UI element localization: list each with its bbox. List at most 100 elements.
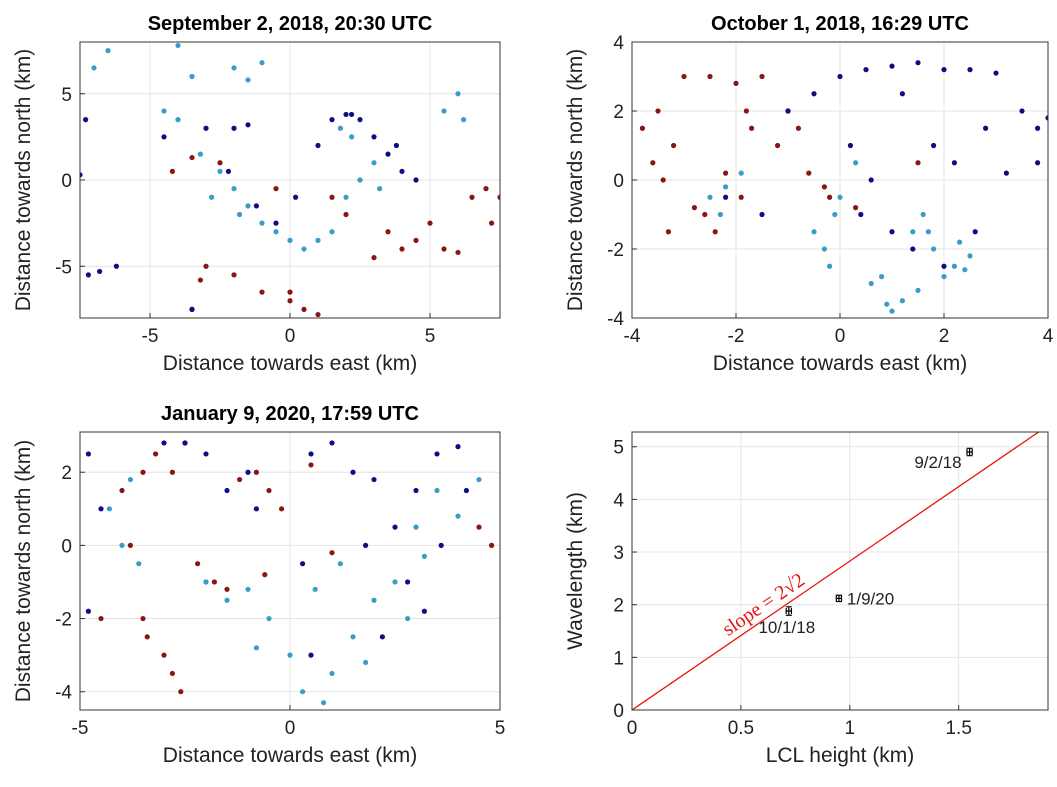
- point: [723, 170, 729, 176]
- point: [853, 160, 859, 166]
- point: [497, 194, 500, 200]
- point: [343, 111, 349, 118]
- point: [315, 311, 321, 318]
- point: [421, 608, 427, 614]
- point: [119, 542, 125, 548]
- point: [189, 154, 195, 161]
- x-tick-label: 1: [845, 718, 856, 739]
- y-tick-label: -2: [55, 610, 72, 631]
- panel: -5 0 5 -4 -2 0 2 January 9, 2020, 17:59 UTC Dist…: [12, 403, 505, 767]
- point: [245, 122, 251, 128]
- point: [343, 194, 349, 200]
- point: [925, 229, 932, 235]
- point: [759, 211, 765, 218]
- point: [650, 160, 656, 166]
- point: [195, 561, 201, 567]
- point: [259, 220, 265, 226]
- point: [837, 194, 843, 200]
- point: [371, 597, 377, 603]
- point: [795, 125, 802, 131]
- y-tick-label: 4: [613, 490, 624, 511]
- point: [371, 160, 377, 166]
- point: [343, 211, 349, 218]
- point: [399, 168, 405, 174]
- point: [300, 561, 306, 567]
- x-error-bar: [785, 608, 793, 615]
- point: [738, 194, 744, 200]
- point: [136, 561, 142, 567]
- point: [169, 670, 175, 677]
- point: [209, 194, 215, 200]
- reference-line: [632, 432, 1040, 710]
- point: [321, 700, 327, 706]
- point: [821, 184, 828, 190]
- y-tick-label: 3: [613, 543, 624, 564]
- point: [681, 73, 687, 80]
- plot-frame: [79, 431, 501, 711]
- point: [385, 229, 391, 235]
- point: [266, 487, 272, 494]
- x-tick-label: 4: [1043, 326, 1054, 347]
- point: [832, 211, 838, 218]
- point: [259, 60, 265, 66]
- point: [707, 194, 713, 200]
- point: [476, 524, 482, 530]
- x-error-bar: [966, 449, 973, 456]
- point: [941, 274, 947, 280]
- point: [161, 652, 167, 658]
- point: [301, 306, 307, 312]
- point: [371, 255, 377, 261]
- point: [300, 689, 306, 695]
- point: [253, 203, 259, 209]
- point: [743, 108, 750, 114]
- point: [182, 440, 188, 446]
- point: [266, 615, 272, 622]
- point-label: 10/1/18: [758, 618, 815, 637]
- y-tick-label: 0: [61, 536, 72, 557]
- point: [371, 134, 377, 140]
- point: [144, 634, 150, 640]
- panel: -4 -2 0 2 4 -4 -2 0 2 4 October 1, 2018, 16:29 UTC…: [564, 13, 1054, 375]
- x-axis-label: LCL height (km): [766, 744, 915, 767]
- point: [476, 476, 482, 483]
- y-tick-label: 5: [61, 85, 72, 106]
- point: [217, 160, 223, 166]
- point: [98, 615, 104, 622]
- point: [879, 274, 885, 280]
- panel-title: October 1, 2018, 16:29 UTC: [711, 13, 969, 35]
- point: [811, 91, 817, 97]
- x-tick-label: -5: [72, 718, 89, 739]
- point: [889, 308, 895, 314]
- point: [253, 645, 259, 651]
- point: [660, 177, 666, 183]
- point: [273, 229, 279, 235]
- point: [671, 142, 677, 149]
- y-tick-label: -2: [607, 240, 624, 261]
- point: [983, 125, 989, 131]
- data-layer: [632, 432, 1040, 710]
- plot-frame: [631, 41, 1049, 319]
- point: [161, 440, 167, 446]
- point: [853, 205, 859, 211]
- point: [759, 73, 765, 80]
- point: [655, 108, 661, 114]
- point: [775, 142, 781, 149]
- point: [169, 469, 175, 475]
- point: [169, 168, 175, 174]
- point: [308, 652, 314, 658]
- point: [363, 659, 369, 666]
- point: [915, 60, 921, 66]
- point: [951, 160, 958, 166]
- point: [237, 211, 243, 218]
- point: [329, 194, 335, 200]
- point: [85, 272, 91, 278]
- point: [665, 229, 672, 235]
- point: [105, 48, 111, 54]
- point: [469, 194, 475, 200]
- x-tick-label: 0.5: [728, 718, 754, 739]
- point: [127, 542, 133, 548]
- point: [920, 211, 926, 218]
- point: [806, 170, 812, 176]
- point: [858, 211, 864, 218]
- data-layer: [639, 60, 1048, 314]
